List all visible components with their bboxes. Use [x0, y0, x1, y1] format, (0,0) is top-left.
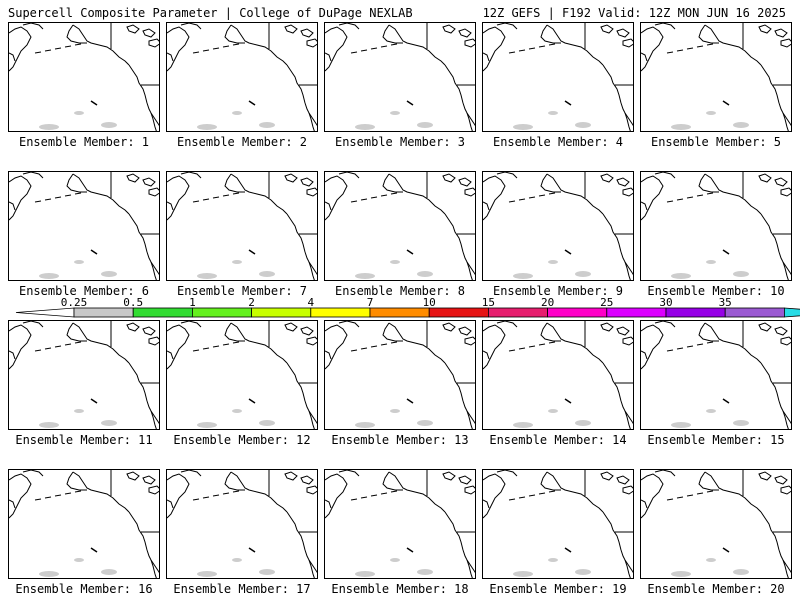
ensemble-map-panel [166, 171, 318, 281]
colorbar-segment [191, 307, 252, 318]
ensemble-member-label: Ensemble Member: 3 [334, 135, 466, 149]
ensemble-member-label: Ensemble Member: 17 [173, 582, 311, 596]
ensemble-map-panel [482, 171, 634, 281]
ensemble-map-panel [640, 22, 792, 132]
colorbar-low-arrow [15, 307, 75, 318]
ensemble-member-label: Ensemble Member: 8 [334, 284, 466, 298]
ensemble-map-panel [640, 469, 792, 579]
colorbar-segment [428, 307, 489, 318]
ensemble-member-label: Ensemble Member: 9 [492, 284, 624, 298]
ensemble-member-label: Ensemble Member: 10 [647, 284, 785, 298]
ensemble-member-label: Ensemble Member: 13 [331, 433, 469, 447]
run-valid-time: 12Z GEFS | F192 Valid: 12Z MON JUN 16 20… [482, 6, 786, 20]
ensemble-map-panel [8, 469, 160, 579]
ensemble-member-label: Ensemble Member: 20 [647, 582, 785, 596]
ensemble-map-panel [8, 22, 160, 132]
ensemble-map-panel [324, 320, 476, 430]
ensemble-member-label: Ensemble Member: 4 [492, 135, 624, 149]
colorbar-segment [310, 307, 371, 318]
ensemble-member-label: Ensemble Member: 7 [176, 284, 308, 298]
colorbar-segment [547, 307, 608, 318]
colorbar-segment [73, 307, 134, 318]
ensemble-member-label: Ensemble Member: 11 [15, 433, 153, 447]
ensemble-member-label: Ensemble Member: 18 [331, 582, 469, 596]
colorbar-segment [606, 307, 667, 318]
colorbar-segment [724, 307, 785, 318]
ensemble-map-panel [482, 469, 634, 579]
colorbar-high-arrow [784, 307, 800, 318]
ensemble-member-label: Ensemble Member: 1 [18, 135, 150, 149]
colorbar-segment [487, 307, 548, 318]
chart-title: Supercell Composite Parameter | College … [8, 6, 413, 20]
ensemble-map-panel [8, 171, 160, 281]
ensemble-member-label: Ensemble Member: 16 [15, 582, 153, 596]
ensemble-member-label: Ensemble Member: 5 [650, 135, 782, 149]
ensemble-member-label: Ensemble Member: 6 [18, 284, 150, 298]
colorbar-segment [132, 307, 193, 318]
ensemble-map-panel [324, 171, 476, 281]
ensemble-map-panel [640, 320, 792, 430]
ensemble-member-label: Ensemble Member: 19 [489, 582, 627, 596]
colorbar-segment [369, 307, 430, 318]
ensemble-map-panel [324, 22, 476, 132]
ensemble-member-label: Ensemble Member: 14 [489, 433, 627, 447]
ensemble-map-panel [166, 22, 318, 132]
ensemble-map-panel [166, 320, 318, 430]
colorbar-segment [665, 307, 726, 318]
ensemble-map-panel [482, 22, 634, 132]
ensemble-map-panel [482, 320, 634, 430]
ensemble-map-panel [640, 171, 792, 281]
ensemble-map-panel [166, 469, 318, 579]
ensemble-member-label: Ensemble Member: 15 [647, 433, 785, 447]
ensemble-member-label: Ensemble Member: 2 [176, 135, 308, 149]
ensemble-map-panel [8, 320, 160, 430]
colorbar-segment [251, 307, 312, 318]
ensemble-member-label: Ensemble Member: 12 [173, 433, 311, 447]
ensemble-map-panel [324, 469, 476, 579]
